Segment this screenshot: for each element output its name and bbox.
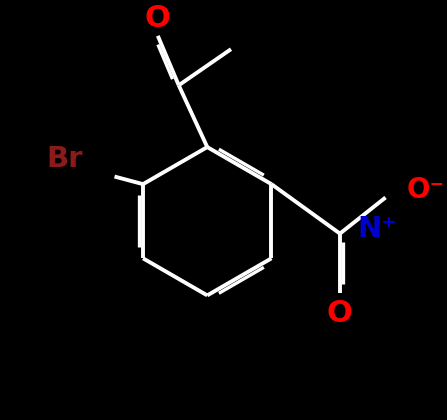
Text: N⁺: N⁺ — [357, 215, 397, 243]
Text: O⁻: O⁻ — [406, 176, 445, 204]
Text: Br: Br — [46, 145, 82, 173]
Text: O: O — [327, 299, 353, 328]
Text: O: O — [145, 4, 171, 33]
